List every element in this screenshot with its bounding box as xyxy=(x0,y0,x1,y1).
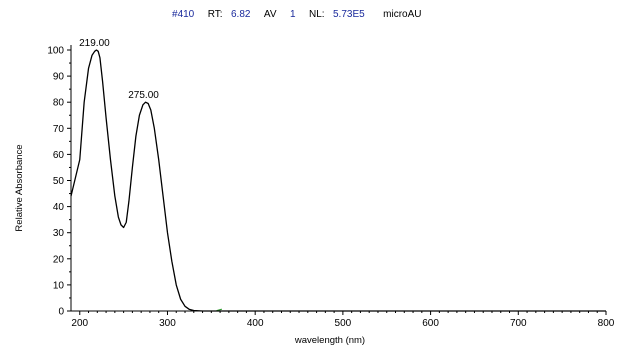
x-axis-title: wavelength (nm) xyxy=(294,335,365,346)
series-line-0 xyxy=(70,49,606,312)
y-tick-label: 90 xyxy=(53,72,65,83)
header-unit: microAU xyxy=(383,9,421,20)
y-tick-label: 50 xyxy=(53,176,65,187)
header-nl-label: NL: xyxy=(309,9,325,20)
x-tick-label: 600 xyxy=(422,318,439,329)
y-tick-label: 20 xyxy=(53,254,65,265)
series-group xyxy=(70,49,606,312)
peak-annotations: 219.00 275.00 xyxy=(79,38,159,101)
y-ticks: 0 10 20 30 40 50 60 70 80 90 100 xyxy=(47,46,71,318)
header-scan-number: 410 xyxy=(178,9,195,20)
peak-label: 219.00 xyxy=(79,38,110,49)
header-scan-prefix: # xyxy=(172,9,178,20)
y-axis-title: Relative Absorbance xyxy=(14,144,25,231)
y-tick-label: 40 xyxy=(53,202,65,213)
x-tick-label: 400 xyxy=(247,318,264,329)
peak-label: 275.00 xyxy=(128,90,159,101)
header-rt-value: 6.82 xyxy=(231,9,251,20)
header-nl-value: 5.73E5 xyxy=(333,9,365,20)
y-tick-label: 0 xyxy=(58,307,64,318)
x-ticks: 200 300 400 500 600 700 800 xyxy=(71,311,615,329)
x-tick-label: 200 xyxy=(71,318,88,329)
header-av-value: 1 xyxy=(290,9,296,20)
header-line: #410 RT: 6.82 AV 1 NL: 5.73E5 microAU xyxy=(172,4,422,21)
x-tick-label: 700 xyxy=(510,318,527,329)
y-tick-label: 10 xyxy=(53,280,65,291)
x-tick-label: 300 xyxy=(159,318,176,329)
x-tick-label: 500 xyxy=(335,318,352,329)
y-tick-label: 80 xyxy=(53,98,65,109)
axes xyxy=(70,45,606,312)
y-tick-label: 60 xyxy=(53,150,65,161)
y-tick-label: 30 xyxy=(53,228,65,239)
y-tick-label: 70 xyxy=(53,124,65,135)
x-tick-label: 800 xyxy=(598,318,615,329)
header-av-label: AV xyxy=(264,9,277,20)
header-rt-label: RT: xyxy=(208,9,223,20)
y-tick-label: 100 xyxy=(47,46,64,57)
